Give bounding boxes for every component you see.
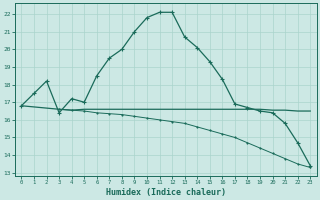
X-axis label: Humidex (Indice chaleur): Humidex (Indice chaleur) bbox=[106, 188, 226, 197]
